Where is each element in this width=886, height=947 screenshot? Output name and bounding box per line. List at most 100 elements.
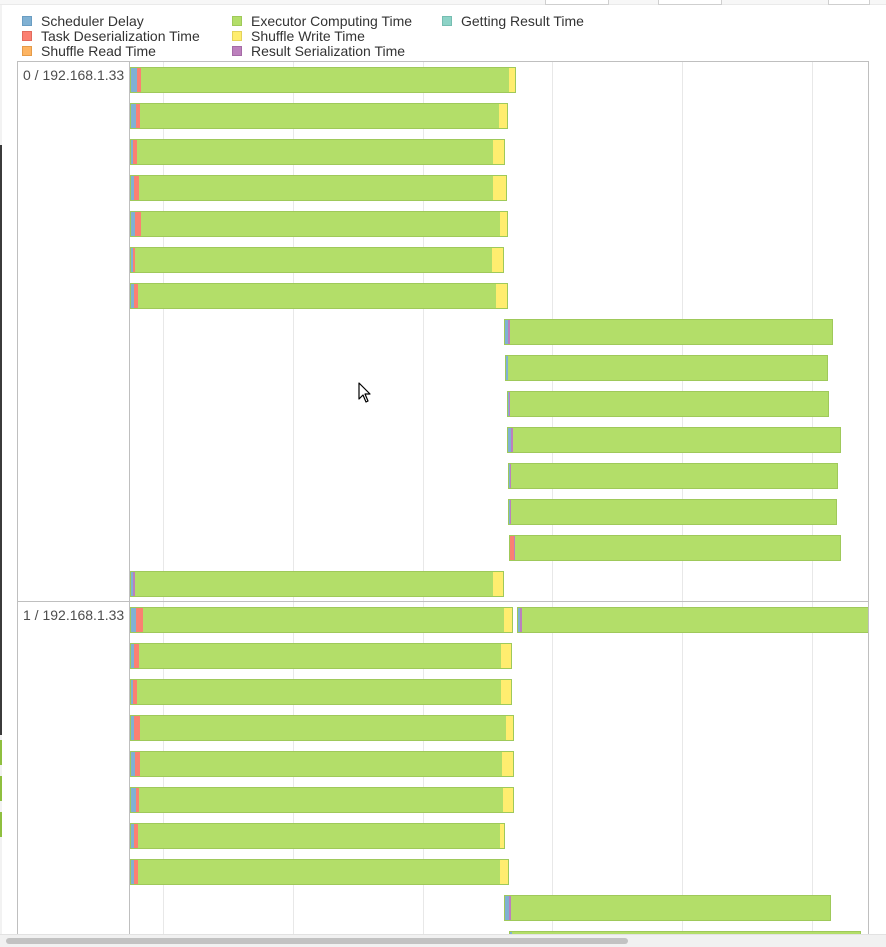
edge-green-mark: [0, 740, 2, 765]
task-bar[interactable]: [130, 787, 514, 813]
edge-dark-mark: [0, 145, 2, 735]
task-segment-result-serialization: [519, 608, 522, 632]
task-segment-scheduler: [509, 500, 510, 524]
task-segment-result-serialization: [510, 464, 511, 488]
task-segment-compute: [136, 140, 494, 164]
task-segment-shuffle-write: [493, 176, 506, 200]
task-segment-compute: [137, 860, 501, 884]
legend-item-shuffle-write: Shuffle Write Time: [232, 28, 365, 44]
task-bar[interactable]: [130, 175, 507, 201]
task-segment-compute: [140, 212, 501, 236]
task-segment-shuffle-write: [492, 248, 503, 272]
task-segment-compute: [142, 608, 505, 632]
task-segment-scheduler: [131, 608, 136, 632]
task-segment-shuffle-write: [500, 212, 507, 236]
task-bar[interactable]: [517, 607, 868, 633]
task-segment-shuffle-write: [502, 752, 513, 776]
task-bar[interactable]: [504, 319, 833, 345]
task-bar[interactable]: [130, 607, 513, 633]
task-segment-compute: [136, 680, 502, 704]
task-segment-scheduler: [518, 608, 520, 632]
scrollbar-thumb[interactable]: [6, 938, 628, 944]
top-border: [0, 0, 886, 5]
task-segment-result-serialization: [510, 500, 511, 524]
task-timeline[interactable]: 0 / 192.168.1.33 1 / 192.168.1.33: [17, 61, 869, 941]
task-bar[interactable]: [504, 895, 831, 921]
task-segment-result-serialization: [510, 428, 513, 452]
window-left-edge: [0, 0, 2, 946]
task-segment-scheduler: [131, 788, 136, 812]
partial-control: [545, 0, 609, 5]
task-segment-compute: [138, 644, 502, 668]
task-segment-compute: [509, 320, 832, 344]
task-bar[interactable]: [505, 355, 828, 381]
task-bar[interactable]: [130, 571, 504, 597]
task-bar[interactable]: [130, 247, 504, 273]
task-segment-deserialization: [133, 860, 138, 884]
executor-divider: [18, 601, 868, 602]
task-bar[interactable]: [130, 823, 505, 849]
task-bar[interactable]: [508, 463, 838, 489]
task-segment-deserialization: [133, 284, 138, 308]
edge-green-mark: [0, 776, 2, 801]
legend-swatch: [22, 45, 32, 56]
task-segment-shuffle-write: [506, 716, 513, 740]
legend-swatch: [232, 15, 242, 26]
grid-line: [293, 62, 294, 940]
executor-label: 0 / 192.168.1.33: [23, 67, 125, 83]
task-bar[interactable]: [130, 103, 508, 129]
task-segment-compute: [511, 500, 836, 524]
task-segment-result-serialization: [507, 320, 510, 344]
task-segment-scheduler: [506, 356, 508, 380]
task-segment-deserialization: [135, 608, 143, 632]
task-segment-deserialization: [136, 68, 141, 92]
task-segment-shuffle-write: [496, 284, 507, 308]
edge-green-mark: [0, 812, 2, 837]
task-segment-compute: [140, 68, 510, 92]
task-bar[interactable]: [130, 283, 508, 309]
task-bar[interactable]: [130, 67, 516, 93]
task-segment-compute: [139, 716, 507, 740]
legend-swatch: [442, 15, 452, 26]
task-segment-deserialization: [133, 176, 139, 200]
task-segment-scheduler: [505, 896, 509, 920]
task-segment-scheduler: [131, 716, 134, 740]
legend-item-task-deserialization: Task Deserialization Time: [22, 28, 200, 44]
task-bar[interactable]: [130, 751, 514, 777]
legend-label: Scheduler Delay: [41, 12, 144, 29]
legend-item-executor-computing: Executor Computing Time: [232, 13, 412, 29]
task-segment-scheduler: [505, 320, 508, 344]
task-segment-deserialization: [135, 104, 140, 128]
task-segment-result-serialization: [508, 896, 511, 920]
task-bar[interactable]: [509, 535, 841, 561]
task-segment-deserialization: [510, 536, 514, 560]
partial-control: [658, 0, 722, 5]
task-bar[interactable]: [508, 499, 837, 525]
task-segment-scheduler: [131, 824, 134, 848]
task-bar[interactable]: [507, 391, 829, 417]
task-bar[interactable]: [130, 715, 514, 741]
task-segment-deserialization: [132, 680, 137, 704]
task-bar[interactable]: [130, 139, 505, 165]
task-segment-scheduler: [131, 104, 136, 128]
task-segment-deserialization: [133, 716, 140, 740]
task-segment-shuffle-write: [509, 68, 515, 92]
task-segment-result-serialization: [513, 536, 515, 560]
legend-item-getting-result: Getting Result Time: [442, 13, 584, 29]
task-bar[interactable]: [130, 211, 508, 237]
legend-item-scheduler-delay: Scheduler Delay: [22, 12, 144, 29]
horizontal-scrollbar[interactable]: [0, 934, 886, 947]
task-bar[interactable]: [507, 427, 841, 453]
task-segment-scheduler: [508, 392, 509, 416]
task-segment-scheduler: [508, 428, 511, 452]
task-segment-compute: [134, 248, 493, 272]
task-segment-scheduler: [131, 176, 134, 200]
task-segment-compute: [507, 356, 827, 380]
task-bar[interactable]: [130, 859, 509, 885]
legend-swatch: [22, 15, 32, 26]
task-segment-scheduler: [131, 248, 133, 272]
legend-item-result-serialization: Result Serialization Time: [232, 43, 405, 59]
task-bar[interactable]: [130, 643, 512, 669]
task-bar[interactable]: [130, 679, 512, 705]
task-segment-shuffle-write: [499, 104, 507, 128]
